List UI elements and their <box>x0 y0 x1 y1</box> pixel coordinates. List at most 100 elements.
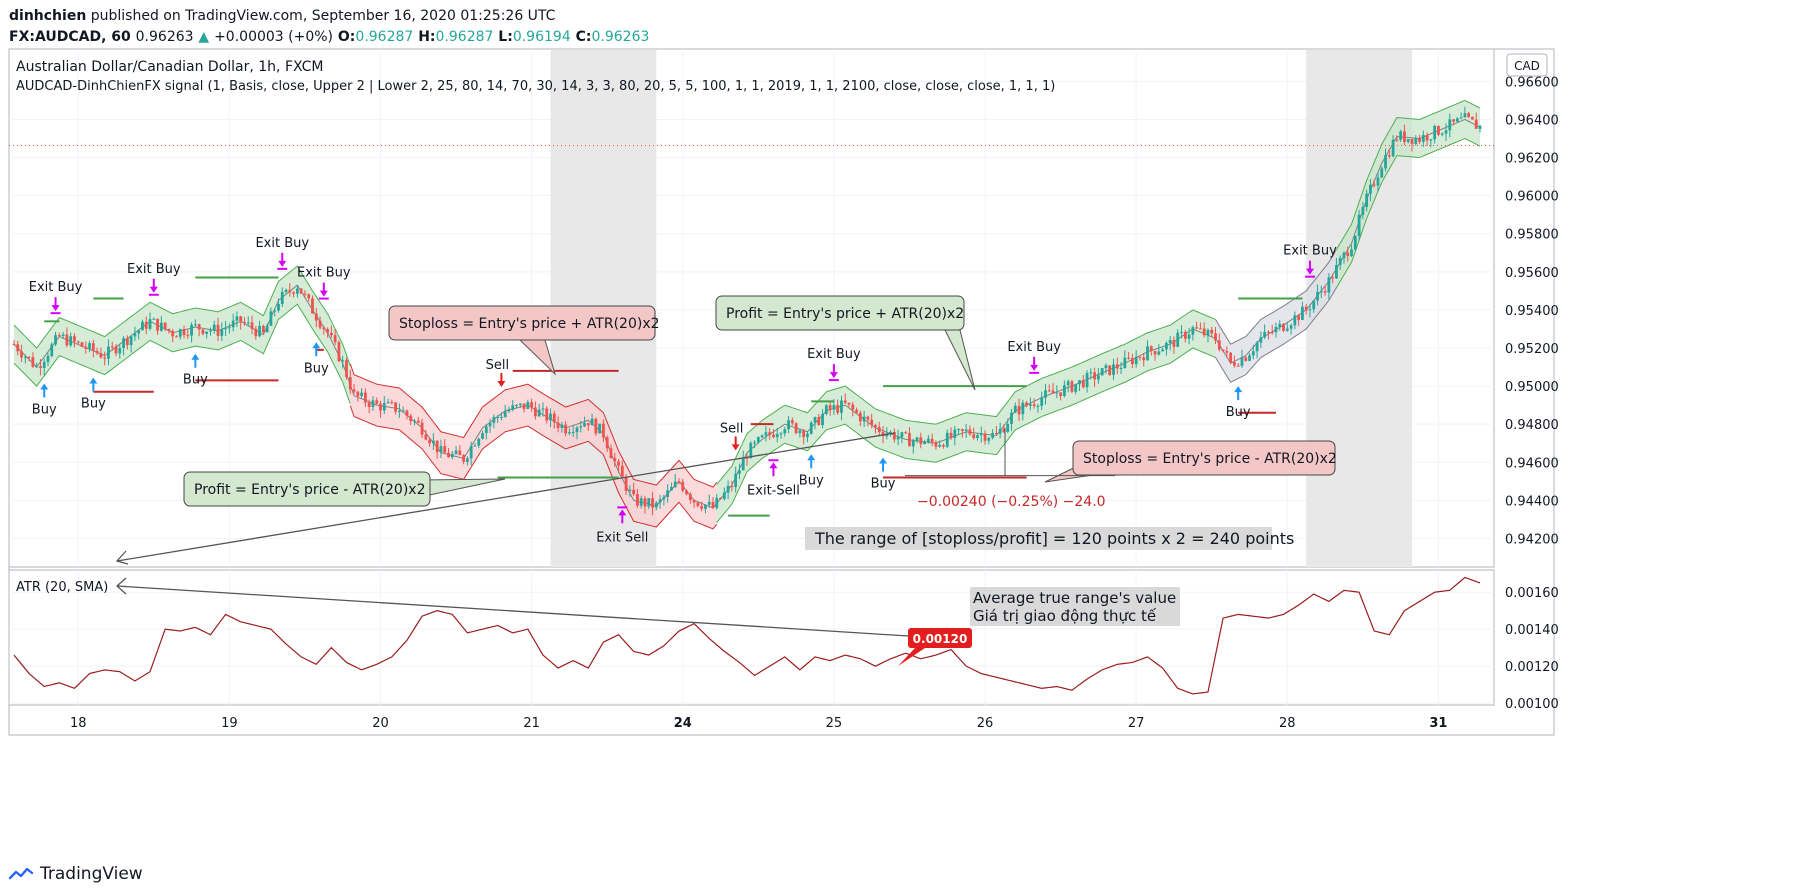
candle-body[interactable] <box>258 325 261 337</box>
candle-body[interactable] <box>20 351 23 358</box>
candle-body[interactable] <box>23 356 27 358</box>
candle-body[interactable] <box>458 450 462 456</box>
candle-body[interactable] <box>976 435 979 439</box>
candle-body[interactable] <box>1448 119 1452 131</box>
candle-body[interactable] <box>738 470 741 474</box>
candle-body[interactable] <box>787 420 790 430</box>
candle-body[interactable] <box>239 316 243 323</box>
candle-body[interactable] <box>76 341 80 343</box>
candle-body[interactable] <box>1010 412 1013 424</box>
candle-body[interactable] <box>405 410 409 416</box>
signal-buy[interactable]: Buy <box>304 342 329 376</box>
candle-body[interactable] <box>794 423 798 433</box>
candle-body[interactable] <box>57 335 61 337</box>
candle-body[interactable] <box>556 422 560 428</box>
candle-body[interactable] <box>16 344 20 352</box>
candle-body[interactable] <box>836 405 840 413</box>
candle-body[interactable] <box>473 445 477 447</box>
candle-body[interactable] <box>957 429 960 431</box>
candle-body[interactable] <box>824 405 828 414</box>
candle-body[interactable] <box>175 336 178 338</box>
candle-body[interactable] <box>129 336 133 346</box>
candle-body[interactable] <box>843 400 847 403</box>
candle-body[interactable] <box>1108 365 1112 375</box>
candle-body[interactable] <box>1353 236 1357 250</box>
candle-body[interactable] <box>152 318 156 320</box>
candle-body[interactable] <box>382 403 386 411</box>
candle-body[interactable] <box>1463 113 1467 118</box>
candle-body[interactable] <box>500 416 503 418</box>
candle-body[interactable] <box>892 432 896 440</box>
candle-body[interactable] <box>1210 329 1214 334</box>
candle-body[interactable] <box>798 430 802 433</box>
candle-body[interactable] <box>972 434 976 439</box>
candle-body[interactable] <box>91 343 95 351</box>
signal-buy[interactable]: Buy <box>871 457 896 491</box>
candle-body[interactable] <box>1251 351 1255 356</box>
candle-body[interactable] <box>960 429 964 431</box>
candle-body[interactable] <box>99 353 103 358</box>
candle-body[interactable] <box>1335 264 1338 279</box>
candle-body[interactable] <box>1316 291 1319 301</box>
candle-body[interactable] <box>50 344 54 356</box>
candle-body[interactable] <box>877 427 881 433</box>
signal-sell[interactable]: Sell <box>720 421 743 451</box>
candle-body[interactable] <box>1051 390 1055 394</box>
candle-body[interactable] <box>779 433 783 435</box>
candle-body[interactable] <box>224 328 227 330</box>
candle-body[interactable] <box>1032 404 1036 407</box>
candle-body[interactable] <box>662 496 666 500</box>
candle-body[interactable] <box>1093 372 1097 380</box>
signal-exit-buy[interactable]: Exit Buy <box>127 262 181 296</box>
candle-body[interactable] <box>987 437 991 441</box>
candle-body[interactable] <box>69 336 73 346</box>
candle-body[interactable] <box>1248 355 1251 361</box>
candle-body[interactable] <box>156 318 159 331</box>
candle-body[interactable] <box>318 320 322 328</box>
candle-body[interactable] <box>1346 252 1350 257</box>
candle-body[interactable] <box>1387 155 1391 157</box>
candle-body[interactable] <box>911 440 915 447</box>
candle-body[interactable] <box>190 324 193 336</box>
candle-body[interactable] <box>840 400 843 413</box>
candle-body[interactable] <box>235 316 239 321</box>
candle-body[interactable] <box>1418 137 1421 142</box>
candle-body[interactable] <box>114 346 118 354</box>
candle-body[interactable] <box>541 408 545 410</box>
candle-body[interactable] <box>620 465 624 477</box>
candle-body[interactable] <box>1233 362 1236 366</box>
candle-body[interactable] <box>1259 337 1263 343</box>
candle-body[interactable] <box>46 355 50 362</box>
candle-body[interactable] <box>1142 357 1146 361</box>
candle-body[interactable] <box>700 506 704 509</box>
candle-body[interactable] <box>424 434 428 440</box>
candle-body[interactable] <box>730 485 734 488</box>
candle-body[interactable] <box>1455 118 1459 122</box>
candle-body[interactable] <box>379 403 382 411</box>
candle-body[interactable] <box>1119 368 1123 370</box>
candle-body[interactable] <box>375 400 379 404</box>
signal-exit-buy[interactable]: Exit Buy <box>29 280 83 315</box>
candle-body[interactable] <box>450 453 454 458</box>
candle-body[interactable] <box>855 409 858 413</box>
candle-body[interactable] <box>27 356 31 358</box>
candle-body[interactable] <box>137 330 141 334</box>
candle-body[interactable] <box>348 377 352 390</box>
candle-body[interactable] <box>1267 331 1270 333</box>
candle-body[interactable] <box>1059 392 1063 397</box>
candle-body[interactable] <box>1195 327 1199 329</box>
candle-body[interactable] <box>95 350 99 354</box>
candle-body[interactable] <box>246 322 250 324</box>
candle-body[interactable] <box>926 438 930 442</box>
candle-body[interactable] <box>598 423 602 434</box>
candle-body[interactable] <box>915 437 919 441</box>
candle-body[interactable] <box>809 422 813 434</box>
candle-body[interactable] <box>658 499 662 503</box>
candle-body[interactable] <box>1221 349 1225 352</box>
candle-body[interactable] <box>670 487 673 491</box>
candle-body[interactable] <box>307 294 311 299</box>
candle-body[interactable] <box>1172 340 1176 347</box>
candle-body[interactable] <box>360 392 364 397</box>
candle-body[interactable] <box>1342 252 1346 259</box>
candle-body[interactable] <box>333 335 337 343</box>
